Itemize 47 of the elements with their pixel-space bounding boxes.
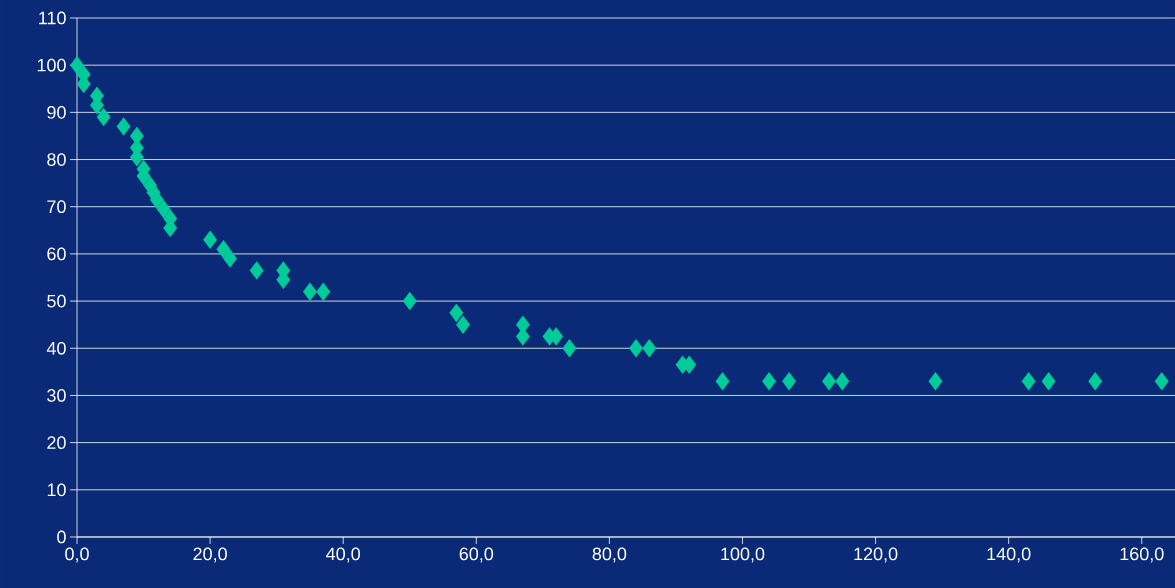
point bbox=[302, 282, 317, 301]
point bbox=[562, 339, 577, 358]
point bbox=[223, 249, 238, 268]
point bbox=[715, 372, 730, 391]
x-tick-label: 80,0 bbox=[592, 547, 627, 563]
x-tick-label: 120,0 bbox=[854, 547, 898, 563]
point bbox=[1088, 372, 1103, 391]
point bbox=[216, 239, 231, 259]
x-tick-label: 20,0 bbox=[193, 547, 227, 563]
point bbox=[70, 55, 84, 75]
x-tick-label: 40,0 bbox=[326, 547, 361, 563]
point bbox=[456, 315, 470, 334]
y-tick-label: 0 bbox=[57, 530, 66, 544]
point bbox=[782, 372, 796, 391]
x-tick-label: 160,0 bbox=[1120, 547, 1164, 563]
point bbox=[249, 261, 264, 280]
point bbox=[116, 117, 131, 136]
y-tick-label: 100 bbox=[37, 58, 66, 72]
point bbox=[822, 372, 836, 391]
point bbox=[1041, 372, 1056, 391]
y-tick-label: 10 bbox=[47, 483, 66, 497]
y-tick-label: 60 bbox=[47, 247, 66, 261]
point bbox=[96, 107, 111, 127]
y-tick-label: 110 bbox=[39, 11, 66, 25]
y-tick-label: 40 bbox=[46, 341, 66, 355]
x-tick-label: 60,0 bbox=[459, 547, 494, 563]
x-tick-label: 0,0 bbox=[65, 547, 89, 563]
point bbox=[1021, 372, 1036, 391]
point bbox=[835, 372, 850, 391]
x-tick-label: 140,0 bbox=[987, 547, 1031, 563]
y-tick-label: 70 bbox=[47, 200, 66, 214]
point bbox=[762, 372, 777, 391]
point bbox=[402, 291, 417, 311]
x-tick-label: 100,0 bbox=[721, 547, 765, 563]
point bbox=[642, 339, 657, 358]
point bbox=[316, 282, 331, 301]
point bbox=[928, 372, 943, 391]
point bbox=[156, 199, 171, 219]
y-tick-label: 90 bbox=[47, 105, 66, 119]
point bbox=[1154, 372, 1169, 391]
point bbox=[203, 230, 218, 249]
point bbox=[629, 339, 643, 358]
y-tick-label: 80 bbox=[47, 153, 66, 166]
y-tick-label: 50 bbox=[47, 294, 66, 308]
point bbox=[449, 303, 464, 323]
y-tick-label: 20 bbox=[47, 436, 66, 449]
y-tick-label: 30 bbox=[47, 389, 66, 402]
